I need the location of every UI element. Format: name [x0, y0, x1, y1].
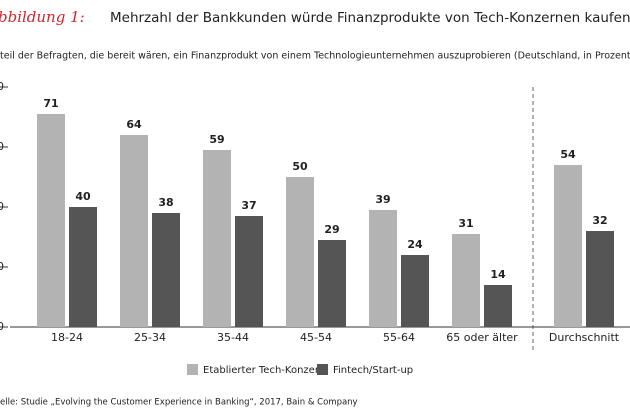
x-tick-label: 45-54	[300, 331, 332, 344]
value-label: 37	[241, 199, 256, 212]
value-label: 50	[292, 160, 308, 173]
value-label: 64	[126, 118, 142, 131]
bar	[203, 150, 231, 327]
legend-swatch	[317, 364, 328, 375]
value-label: 54	[560, 148, 576, 161]
value-label: 14	[490, 268, 506, 281]
value-label: 59	[209, 133, 224, 146]
x-tick-label: 35-44	[217, 331, 249, 344]
x-tick-label: 65 oder älter	[446, 331, 518, 344]
figure-label: bbildung 1:	[0, 8, 85, 26]
value-label: 39	[375, 193, 390, 206]
x-tick-label: Durchschnitt	[549, 331, 620, 344]
bar	[235, 216, 263, 327]
legend-swatch	[187, 364, 198, 375]
bar	[369, 210, 397, 327]
value-label: 38	[158, 196, 173, 209]
legend-label: Fintech/Start-up	[333, 365, 413, 376]
value-label: 71	[43, 97, 58, 110]
value-label: 24	[407, 238, 423, 251]
bar	[286, 177, 314, 327]
bar	[120, 135, 148, 327]
value-label: 32	[592, 214, 607, 227]
x-tick-label: 55-64	[383, 331, 415, 344]
bar	[152, 213, 180, 327]
chart-title: Mehrzahl der Bankkunden würde Finanzprod…	[110, 10, 630, 26]
bar	[452, 234, 480, 327]
value-label: 29	[324, 223, 339, 236]
source: elle: Studie „Evolving the Customer Expe…	[0, 398, 358, 408]
legend-label: Etablierter Tech-Konzern	[203, 365, 325, 376]
bar	[69, 207, 97, 327]
bar	[37, 114, 65, 327]
chart-subtitle: teil der Befragten, die bereit wären, ei…	[0, 51, 630, 62]
bar	[401, 255, 429, 327]
bar	[484, 285, 512, 327]
value-label: 40	[75, 190, 91, 203]
bar	[554, 165, 582, 327]
x-tick-label: 25-34	[134, 331, 166, 344]
value-label: 31	[458, 217, 473, 230]
bar	[318, 240, 346, 327]
x-tick-label: 18-24	[51, 331, 83, 344]
bar	[586, 231, 614, 327]
